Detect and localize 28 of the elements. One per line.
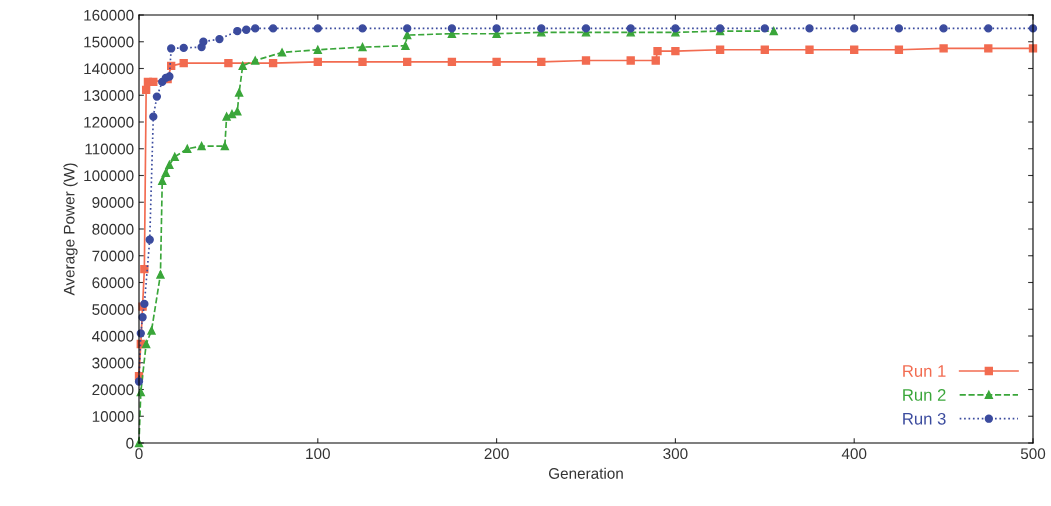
y-tick-label: 80000 [92,223,134,235]
y-axis-title: Average Power (W) [63,163,78,296]
y-tick-label: 40000 [92,330,134,342]
y-tick-label: 70000 [92,250,134,262]
x-tick-label: 100 [306,448,330,460]
y-tick-label: 20000 [92,384,134,396]
y-tick-label: 0 [126,437,134,449]
y-tick-label: 30000 [92,357,134,369]
y-tick-label: 150000 [84,36,134,48]
legend-label: Run 2 [903,389,946,401]
x-tick-label: 300 [663,448,688,460]
y-tick-label: 90000 [92,197,134,208]
y-tick-label: 130000 [84,90,134,101]
x-tick-label: 500 [1020,448,1046,460]
x-tick-label: 0 [135,448,143,460]
y-tick-label: 160000 [84,9,134,21]
y-tick-label: 50000 [92,304,134,315]
x-tick-label: 200 [484,448,509,460]
y-tick-label: 120000 [84,116,134,128]
x-tick-label: 400 [841,448,867,460]
y-tick-label: 60000 [92,277,134,289]
legend-label: Run 1 [903,365,946,377]
x-axis-title: Generation [548,467,623,479]
y-tick-label: 10000 [92,411,134,422]
y-tick-label: 110000 [85,143,134,155]
y-tick-label: 100000 [84,170,134,182]
y-tick-label: 140000 [84,63,134,75]
legend-label: Run 3 [903,412,946,425]
